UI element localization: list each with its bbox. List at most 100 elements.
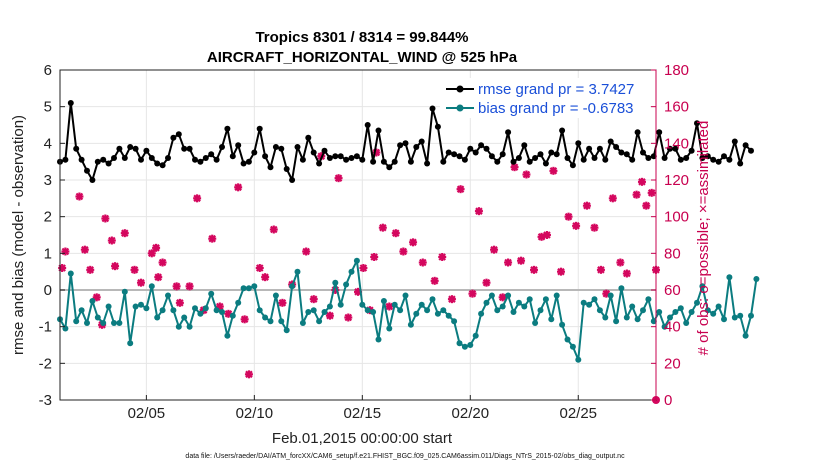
rmse-point [596,145,603,152]
rmse-point [272,144,279,150]
obs-count-marker [107,236,116,245]
bias-point [640,307,646,314]
rmse-point [510,158,517,165]
bias-point [402,292,409,299]
obs-count-marker [240,315,249,324]
rmse-point [332,153,339,160]
obs-count-marker [456,185,465,194]
rmse-point [213,156,220,163]
left-tick-label: 6 [44,62,52,79]
rmse-point [262,153,269,160]
obs-count-marker [130,265,139,274]
bias-point [494,307,501,314]
obs-count-marker [490,245,499,254]
rmse-point [526,158,533,165]
rmse-point [175,131,182,138]
bias-point [413,310,420,317]
rmse-point [391,158,398,165]
obs-count-marker [504,258,513,267]
bias-point [602,314,609,321]
rmse-point [559,127,566,134]
rmse-point [148,155,155,161]
obs-count-marker [468,289,477,298]
obs-count-marker [80,245,89,254]
bias-point [407,321,414,328]
bias-point [721,316,727,323]
rmse-point [159,162,166,169]
bias-point [170,307,177,314]
bias-point [418,301,425,308]
rmse-point [73,145,80,152]
left-tick-label: -2 [39,355,52,372]
rmse-point [186,145,193,152]
bias-point [521,303,528,310]
bias-point [89,298,96,304]
left-tick-label: 1 [44,245,52,262]
bias-point [310,307,317,314]
rmse-point [94,158,101,165]
rmse-point [688,147,695,154]
rmse-point [154,160,161,167]
bias-point [256,307,263,314]
rmse-point [683,155,690,161]
x-tick-label: 02/20 [452,405,490,422]
obs-count-marker [172,282,181,291]
bias-point [456,340,463,347]
rmse-point [451,151,458,158]
chart-subtitle: AIRCRAFT_HORIZONTAL_WIND @ 525 hPa [207,49,518,66]
rmse-point [677,156,684,163]
bias-point [289,283,296,290]
rmse-point [116,145,123,152]
bias-point [737,312,744,319]
bias-point [84,320,90,326]
obs-count-marker [596,265,605,274]
obs-count-marker [193,194,202,203]
rmse-point [181,145,188,152]
bias-point [67,270,74,277]
rmse-point [197,158,204,165]
bias-point [251,283,258,290]
rmse-point [359,156,366,163]
bias-point [359,301,366,308]
rmse-point [710,156,717,163]
rmse-point [321,147,328,154]
bias-point [559,321,566,328]
bias-point [78,307,85,314]
bias-point [197,310,204,317]
bias-point [321,309,328,315]
bias-point [116,320,123,326]
rmse-point [440,158,447,165]
obs-count-marker [61,247,70,256]
rmse-point [505,129,512,136]
bias-point [440,307,447,314]
rmse-point [219,144,225,150]
obs-count-marker [344,313,353,322]
rmse-point [62,156,69,163]
rmse-point [580,156,587,163]
obs-count-marker [309,295,318,304]
bias-point [613,318,620,325]
obs-count-marker [590,223,599,232]
obs-count-marker [234,183,243,192]
bias-point [483,299,490,306]
rmse-point [418,138,425,145]
bias-point [548,316,555,323]
bias-point [472,332,479,339]
obs-count-marker [522,170,531,179]
rmse-point [656,129,663,136]
left-tick-label: 3 [44,172,52,189]
rmse-point [483,145,490,152]
rmse-point [407,158,414,165]
bias-point [294,268,301,275]
rmse-point [737,160,744,167]
obs-count-marker [154,273,163,282]
legend-bias-marker [456,104,464,112]
bias-point [370,309,377,315]
rmse-point [694,120,700,127]
rmse-point [672,145,679,152]
obs-count-marker [370,253,379,261]
x-tick-label: 02/25 [559,405,597,422]
bias-point [731,314,738,321]
rmse-point [429,105,436,112]
rmse-point [424,160,431,167]
